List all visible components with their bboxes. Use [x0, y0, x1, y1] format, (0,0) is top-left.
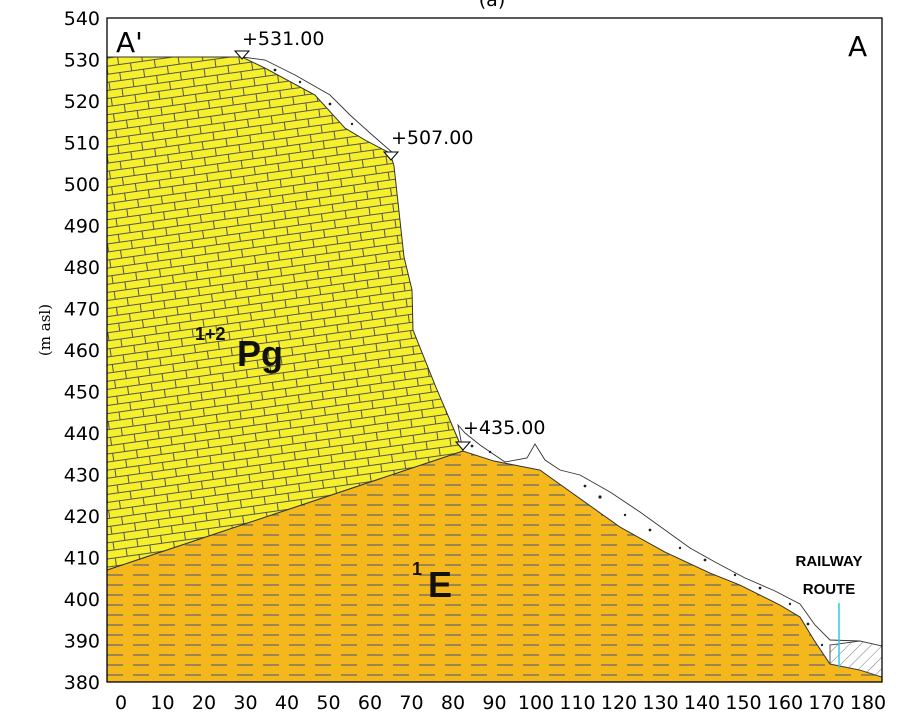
- x-tick-label: 180: [850, 692, 886, 714]
- y-tick-label: 410: [64, 548, 100, 570]
- unit-e-superscript: 1: [412, 559, 422, 579]
- x-tick-label: 10: [150, 692, 174, 714]
- elevation-marker-507: +507.00: [382, 127, 473, 161]
- x-tick-label: 30: [233, 692, 257, 714]
- elevation-marker-435: +435.00: [454, 417, 545, 451]
- x-axis-ticks: 0 10 20 30 40 50 60 70 80 90 100 110 120 130 140 150 160…: [115, 692, 886, 714]
- x-tick-label: 40: [275, 692, 299, 714]
- slope-debris: [457, 423, 883, 678]
- x-tick-label: 60: [358, 692, 382, 714]
- y-axis-title: (m asl): [36, 304, 54, 356]
- y-tick-label: 430: [64, 465, 100, 487]
- elevation-marker-531: +531.00: [233, 28, 324, 60]
- elevation-label-507: +507.00: [391, 127, 473, 149]
- unit-e-label: 1 E: [412, 559, 452, 605]
- y-tick-label: 500: [64, 174, 100, 196]
- unit-pg-label: 1+2 Pg: [195, 324, 283, 374]
- x-tick-label: 70: [399, 692, 423, 714]
- y-tick-label: 450: [64, 382, 100, 404]
- y-tick-label: 520: [64, 91, 100, 113]
- x-tick-label: 140: [684, 692, 720, 714]
- y-tick-label: 390: [64, 631, 100, 653]
- section-end-label: A: [848, 30, 867, 63]
- plot-frame: [106, 17, 883, 683]
- x-tick-label: 120: [601, 692, 637, 714]
- y-tick-label: 510: [64, 133, 100, 155]
- unit-e-symbol: E: [428, 564, 452, 605]
- x-tick-label: 0: [115, 692, 127, 714]
- y-tick-label: 530: [64, 50, 100, 72]
- x-tick-label: 160: [767, 692, 803, 714]
- y-tick-label: 460: [64, 340, 100, 362]
- unit-pg-symbol: Pg: [237, 333, 283, 374]
- y-tick-label: 540: [64, 8, 100, 30]
- x-tick-label: 80: [441, 692, 465, 714]
- y-tick-label: 420: [64, 506, 100, 528]
- x-tick-label: 50: [316, 692, 340, 714]
- y-tick-label: 440: [64, 423, 100, 445]
- x-tick-label: 90: [482, 692, 506, 714]
- railway-label-line2: ROUTE: [803, 581, 856, 598]
- x-tick-label: 110: [559, 692, 595, 714]
- railway-label-line1: RAILWAY: [796, 553, 863, 570]
- y-tick-label: 380: [64, 672, 100, 694]
- elevation-label-531: +531.00: [242, 28, 324, 50]
- y-axis-ticks: 380 390 400 410 420 430 440 450 460 470 480 490 500 5…: [64, 8, 100, 694]
- x-tick-label: 170: [808, 692, 844, 714]
- y-tick-label: 400: [64, 589, 100, 611]
- elevation-label-435: +435.00: [463, 417, 545, 439]
- section-start-label: A': [116, 26, 143, 59]
- y-tick-label: 470: [64, 299, 100, 321]
- x-tick-label: 20: [192, 692, 216, 714]
- y-tick-label: 490: [64, 216, 100, 238]
- debris-particles: [273, 68, 824, 647]
- unit-pg-superscript: 1+2: [195, 324, 226, 344]
- y-tick-label: 480: [64, 257, 100, 279]
- panel-label: (a): [479, 0, 505, 11]
- x-tick-label: 100: [518, 692, 554, 714]
- x-tick-label: 130: [642, 692, 678, 714]
- x-tick-label: 150: [725, 692, 761, 714]
